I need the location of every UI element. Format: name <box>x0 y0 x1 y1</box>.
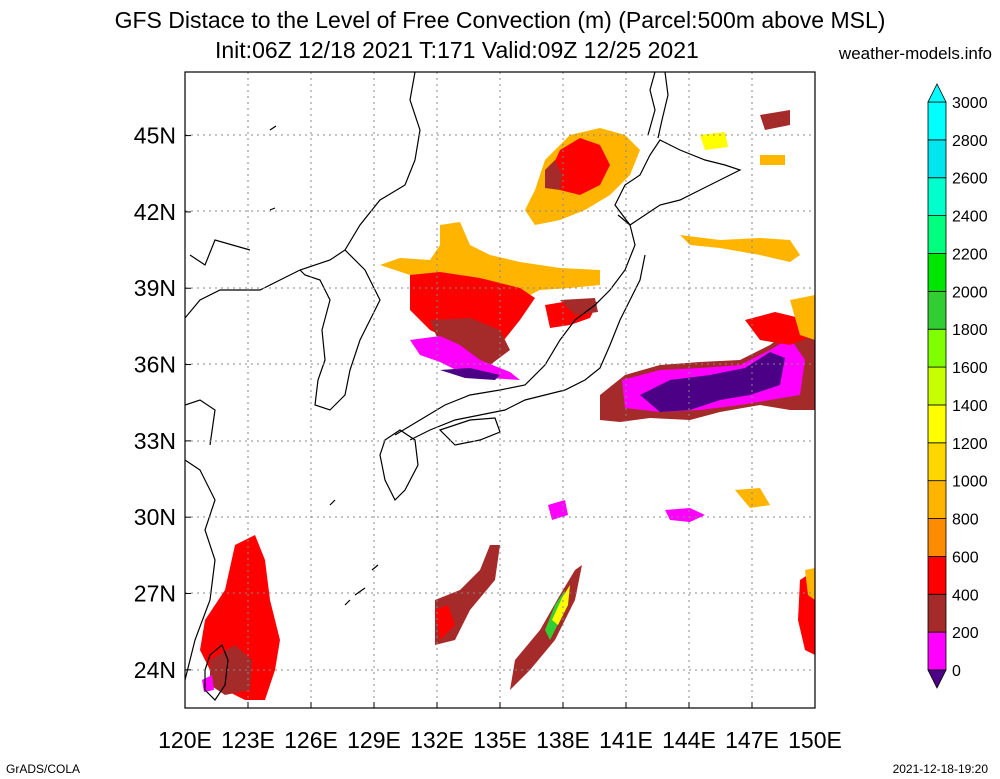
colorbar-label: 0 <box>952 663 961 680</box>
colorbar-label: 2400 <box>952 209 988 226</box>
lon-tick-label: 141E <box>599 727 653 753</box>
colorbar-label: 3000 <box>952 95 988 112</box>
coast-taiwan <box>204 644 229 701</box>
colorbar-swatch <box>927 253 947 292</box>
lon-tick-label: 132E <box>410 727 464 753</box>
colorbar-swatch <box>927 631 947 671</box>
colorbar-swatch <box>927 139 947 179</box>
lon-tick-label: 150E <box>788 727 842 753</box>
field-brown-taiwan <box>210 645 252 695</box>
lat-tick-label: 45N <box>134 123 176 149</box>
colorbar-label: 2200 <box>952 246 988 263</box>
field-yellow-izu <box>552 585 570 625</box>
lat-tick-label: 27N <box>134 581 176 607</box>
colorbar-label: 2000 <box>952 284 988 301</box>
field-layer <box>200 110 815 700</box>
colorbar-swatch <box>927 556 947 595</box>
colorbar-label: 200 <box>952 625 979 642</box>
coast-korea <box>299 249 381 411</box>
lat-tick-label: 42N <box>134 199 176 225</box>
site-name: weather-models.info <box>838 44 992 63</box>
lat-tick-label: 24N <box>134 657 176 683</box>
field-purple-pacific <box>640 352 785 412</box>
colorbar-label: 1400 <box>952 398 988 415</box>
colorbar-max-arrow <box>927 83 947 103</box>
colorbar: 0 200 400 600 800 1000 1200 1400 1600 1800 2000 220… <box>927 83 988 689</box>
field-purple-japan <box>440 368 500 380</box>
colorbar-label: 1200 <box>952 436 988 453</box>
field-brown-primorye <box>545 160 562 190</box>
field-red-south <box>435 605 455 640</box>
lon-tick-label: 129E <box>347 727 401 753</box>
tick-marks <box>184 135 816 708</box>
colorbar-label: 1800 <box>952 322 988 339</box>
field-orange-north-pacific <box>680 235 800 262</box>
coast-hokkaido <box>614 139 742 226</box>
field-orange-pacific-ne <box>790 295 815 340</box>
colorbar-label: 1600 <box>952 360 988 377</box>
lat-tick-label: 33N <box>134 428 176 454</box>
lat-tick-label: 36N <box>134 352 176 378</box>
colorbar-label: 2600 <box>952 171 988 188</box>
colorbar-min-arrow <box>927 669 947 689</box>
footer-timestamp: 2021-12-18-19:20 <box>892 762 988 776</box>
field-magenta-east <box>665 508 705 522</box>
field-yellow-north <box>700 132 728 150</box>
colorbar-swatch <box>927 215 947 254</box>
lon-tick-label: 120E <box>158 727 212 753</box>
field-orange-east-edge <box>805 568 815 600</box>
colorbar-label: 600 <box>952 549 979 566</box>
lat-tick-label: 30N <box>134 504 176 530</box>
colorbar-swatch <box>927 404 947 444</box>
colorbar-label: 2800 <box>952 133 988 150</box>
chart-subtitle: Init:06Z 12/18 2021 T:171 Valid:09Z 12/2… <box>215 37 699 63</box>
field-brown-honshu-nw <box>560 298 598 315</box>
colorbar-swatch <box>927 328 947 368</box>
colorbar-swatch <box>927 366 947 406</box>
colorbar-swatch <box>927 518 947 557</box>
coast-islands <box>269 125 379 606</box>
chart-title: GFS Distace to the Level of Free Convect… <box>114 7 886 33</box>
colorbar-swatch <box>927 290 947 330</box>
colorbar-swatch <box>927 177 947 217</box>
coast-mainland <box>185 72 421 681</box>
colorbar-swatch <box>927 442 947 482</box>
lat-tick-labels: 24N 27N 30N 33N 36N 39N 42N 45N <box>134 123 176 683</box>
lon-tick-label: 135E <box>473 727 527 753</box>
footer-credit: GrADS/COLA <box>6 762 81 776</box>
colorbar-swatch <box>927 101 947 141</box>
field-brown-seaofjapan <box>430 318 510 365</box>
field-magenta-japan <box>410 336 520 380</box>
lat-tick-label: 39N <box>134 275 176 301</box>
field-brown-kuril <box>760 110 790 130</box>
field-red-primorye <box>550 138 610 195</box>
lon-tick-label: 138E <box>536 727 590 753</box>
colorbar-label: 800 <box>952 512 979 529</box>
colorbar-label: 400 <box>952 587 979 604</box>
lon-tick-label: 126E <box>284 727 338 753</box>
grid-layer <box>185 72 815 708</box>
colorbar-label: 1000 <box>952 474 988 491</box>
lon-tick-labels: 120E 123E 126E 129E 132E 135E 138E 141E 144E 147E… <box>158 727 842 753</box>
lon-tick-label: 147E <box>725 727 779 753</box>
coast-honshu <box>394 214 646 441</box>
coast-kyushu <box>379 429 419 502</box>
colorbar-swatch <box>927 593 947 633</box>
coastline-layer <box>185 72 742 701</box>
field-orange-hokkaido-east <box>760 155 785 165</box>
coast-sakhalin <box>647 72 669 139</box>
lon-tick-label: 144E <box>662 727 716 753</box>
lon-tick-label: 123E <box>221 727 275 753</box>
colorbar-swatch <box>927 480 947 519</box>
